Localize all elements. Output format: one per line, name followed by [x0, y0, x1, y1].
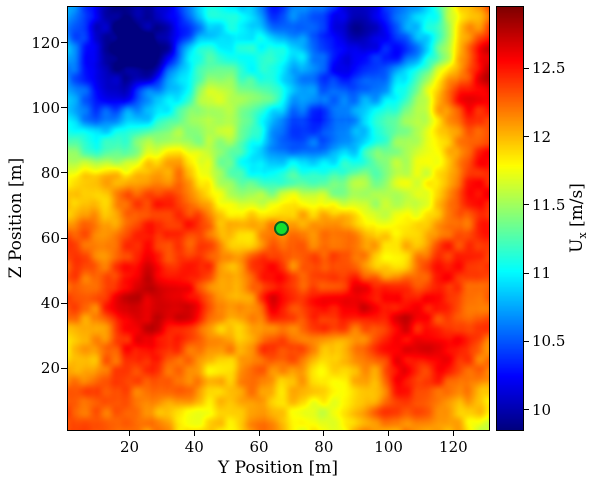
- y-tick-mark: [61, 107, 67, 109]
- x-tick-label: 120: [439, 438, 468, 456]
- x-tick-mark: [452, 431, 454, 436]
- colorbar-frame: [496, 6, 524, 431]
- colorbar-tick-label: 10.5: [532, 332, 566, 351]
- colorbar-tick-label: 11.5: [532, 195, 566, 214]
- y-tick-label: 20: [40, 359, 60, 378]
- x-tick-mark: [323, 431, 325, 436]
- colorbar-tick-mark: [524, 272, 529, 274]
- x-tick-label: 20: [119, 438, 140, 456]
- colorbar-tick-label: 12.5: [532, 59, 566, 78]
- y-tick-mark: [61, 42, 67, 44]
- y-tick-label: 80: [40, 163, 60, 182]
- colorbar-tick-mark: [524, 204, 529, 206]
- x-tick-mark: [258, 431, 260, 436]
- y-tick-label: 60: [40, 229, 60, 248]
- colorbar-canvas: [497, 7, 523, 430]
- colorbar-label: Ux [m/s]: [567, 183, 589, 253]
- colorbar-label-unit: [m/s]: [567, 183, 587, 233]
- y-tick-mark: [61, 237, 67, 239]
- x-tick-mark: [129, 431, 131, 436]
- colorbar-label-symbol: U: [567, 238, 587, 253]
- y-tick-mark: [61, 302, 67, 304]
- heatmap-canvas: [68, 7, 489, 430]
- x-tick-mark: [388, 431, 390, 436]
- x-tick-label: 80: [314, 438, 334, 456]
- colorbar-tick-mark: [524, 136, 529, 138]
- colorbar-tick-label: 10: [532, 400, 552, 419]
- y-tick-label: 100: [31, 98, 60, 117]
- y-tick-mark: [61, 367, 67, 369]
- x-axis-label: Y Position [m]: [217, 458, 339, 478]
- x-tick-label: 40: [184, 438, 204, 456]
- x-tick-label: 100: [374, 438, 403, 456]
- x-tick-label: 60: [249, 438, 269, 456]
- y-tick-label: 40: [40, 294, 60, 313]
- probe-marker: [274, 220, 290, 236]
- colorbar-tick-mark: [524, 340, 529, 342]
- colorbar-tick-label: 11: [532, 264, 552, 283]
- y-tick-label: 120: [31, 33, 60, 52]
- plot-frame: [67, 6, 490, 431]
- y-tick-mark: [61, 172, 67, 174]
- x-tick-mark: [193, 431, 195, 436]
- colorbar-tick-mark: [524, 67, 529, 69]
- colorbar-tick-mark: [524, 409, 529, 411]
- colorbar-label-subscript: x: [576, 232, 589, 239]
- colorbar-tick-label: 12: [532, 127, 552, 146]
